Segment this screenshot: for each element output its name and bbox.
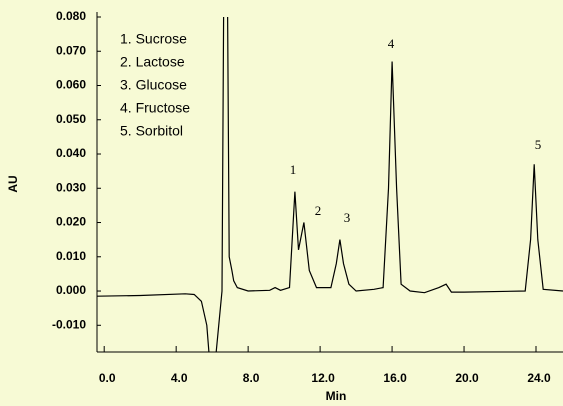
x-tick-label: 4.0 [171, 371, 188, 385]
y-tick-label: 0.020 [56, 215, 86, 229]
x-tick-label: 16.0 [383, 371, 407, 385]
x-axis-label: Min [326, 389, 347, 403]
peak-label: 3 [344, 210, 351, 225]
y-tick-label: 0.080 [56, 9, 86, 23]
chromatogram-line [97, 17, 563, 352]
y-tick-label: 0.040 [56, 146, 86, 160]
y-tick-label: 0.050 [56, 112, 86, 126]
x-tick-label: 24.0 [527, 371, 551, 385]
peak-label: 4 [388, 36, 395, 51]
peak-label: 2 [315, 203, 322, 218]
legend-entry: 1. Sucrose [120, 31, 187, 47]
x-tick-label: 8.0 [243, 371, 260, 385]
y-tick-label: 0.030 [56, 180, 86, 194]
peak-label: 5 [535, 137, 542, 152]
legend-entry: 3. Glucose [120, 77, 187, 93]
legend-entry: 2. Lactose [120, 54, 185, 70]
y-tick-label: 0.000 [56, 283, 86, 297]
y-tick-label: -0.010 [52, 317, 86, 331]
x-tick-label: 0.0 [99, 371, 116, 385]
peak-label: 1 [290, 162, 297, 177]
legend-entry: 4. Fructose [120, 100, 190, 116]
y-tick-label: 0.070 [56, 43, 86, 57]
x-tick-label: 20.0 [455, 371, 479, 385]
x-tick-label: 12.0 [311, 371, 335, 385]
y-tick-label: 0.060 [56, 78, 86, 92]
legend-entry: 5. Sorbitol [120, 123, 183, 139]
y-axis-label: AU [6, 175, 20, 192]
y-tick-label: 0.010 [56, 249, 86, 263]
